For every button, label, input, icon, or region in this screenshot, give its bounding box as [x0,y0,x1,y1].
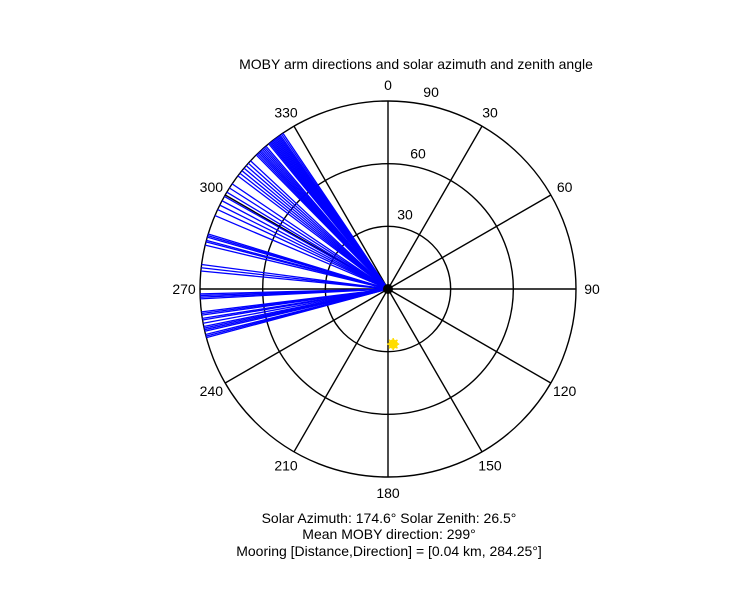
arm-direction-line-36 [217,208,389,290]
arm-direction-line-46 [200,270,389,290]
mooring-annotation: Mooring [Distance,Direction] = [0.04 km,… [236,543,542,559]
tick-labels: 0 30 60 90 120 150 180 210 240 270 300 330 30 60 90 [172,77,600,501]
arm-direction-line-31 [229,187,389,290]
angle-tick-label-300: 300 [200,179,224,195]
arm-direction-line-32 [226,191,389,290]
angle-tick-label-60: 60 [557,179,573,195]
angle-tick-label-330: 330 [274,104,298,120]
angle-tick-label-180: 180 [376,485,400,501]
chart-title: MOBY arm directions and solar azimuth an… [239,56,593,72]
angle-tick-label-90: 90 [584,281,600,297]
grid-spoke-150 [387,288,483,453]
arm-direction-line-34 [221,200,389,290]
angle-tick-label-270: 270 [172,281,196,297]
grid-spoke-120 [387,288,552,384]
grid-spoke-210 [293,288,389,453]
radius-tick-label-90: 90 [423,84,439,100]
arm-direction-line-33 [224,195,389,290]
arm-direction-line-29 [237,175,389,290]
polar-grid [199,100,577,478]
angle-tick-label-150: 150 [478,458,502,474]
arm-direction-line-43 [205,244,389,290]
solar-annotation: Solar Azimuth: 174.6° Solar Zenith: 26.5… [262,510,517,526]
arm-direction-line-37 [214,214,389,290]
angle-tick-label-0: 0 [384,77,392,93]
moby-arm-directions [200,132,389,339]
arm-direction-line-50 [200,288,389,300]
angle-tick-label-30: 30 [482,104,498,120]
grid-spoke-330 [293,125,389,290]
markers [383,284,400,351]
arm-direction-line-30 [231,183,389,290]
radius-tick-label-60: 60 [410,145,426,161]
arm-direction-line-35 [219,204,389,290]
arm-direction-line-63 [206,288,389,339]
radius-tick-label-30: 30 [397,207,413,223]
sun-marker [387,338,400,351]
center-marker [383,284,393,294]
grid-spoke-60 [387,194,552,290]
sun-marker-ray-3 [388,339,399,349]
angle-tick-label-240: 240 [200,383,224,399]
grid-spoke-240 [224,288,389,384]
mean-direction-annotation: Mean MOBY direction: 299° [302,526,475,542]
arm-direction-line-22 [255,154,389,290]
angle-tick-label-120: 120 [553,383,577,399]
angle-tick-label-210: 210 [274,458,298,474]
grid-spoke-30 [387,125,483,290]
